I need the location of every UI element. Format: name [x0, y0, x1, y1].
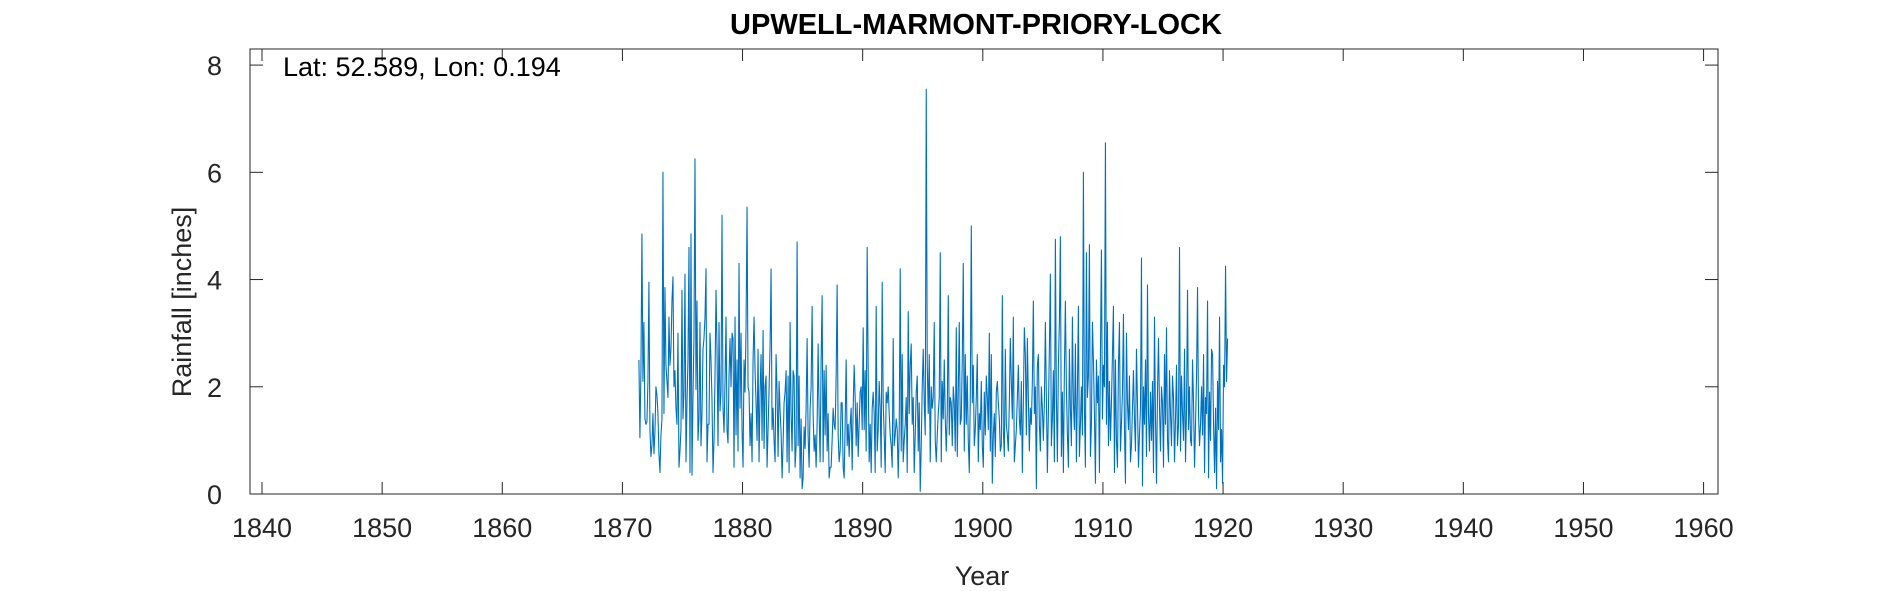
- x-tick-label: 1930: [1313, 513, 1373, 543]
- x-tick-label: 1890: [833, 513, 893, 543]
- x-tick-label: 1950: [1553, 513, 1613, 543]
- plot-area: 1840 1850 1860 1870 1880 1890 1900 1910 1920 1930…: [207, 48, 1734, 543]
- x-tick-label: 1940: [1433, 513, 1493, 543]
- x-tick-label: 1880: [712, 513, 772, 543]
- y-tick-label: 6: [207, 158, 222, 188]
- y-tick-label: 2: [207, 373, 222, 403]
- y-tick-label: 4: [207, 266, 222, 296]
- x-tick-label: 1900: [953, 513, 1013, 543]
- y-axis-label: Rainfall [inches]: [167, 207, 197, 398]
- y-tick-label: 0: [207, 480, 222, 510]
- x-tick-label: 1960: [1674, 513, 1734, 543]
- x-tick-label: 1850: [352, 513, 412, 543]
- x-tick-label: 1840: [232, 513, 292, 543]
- y-tick-label: 8: [207, 51, 222, 81]
- x-tick-label: 1910: [1073, 513, 1133, 543]
- x-tick-label: 1870: [592, 513, 652, 543]
- chart-title: UPWELL-MARMONT-PRIORY-LOCK: [730, 9, 1222, 41]
- x-tick-label: 1920: [1193, 513, 1253, 543]
- rainfall-series-line: [638, 88, 1229, 492]
- x-tick-label: 1860: [472, 513, 532, 543]
- location-annotation: Lat: 52.589, Lon: 0.194: [283, 52, 561, 82]
- x-axis-label: Year: [955, 561, 1010, 591]
- axes-box: [249, 48, 1719, 495]
